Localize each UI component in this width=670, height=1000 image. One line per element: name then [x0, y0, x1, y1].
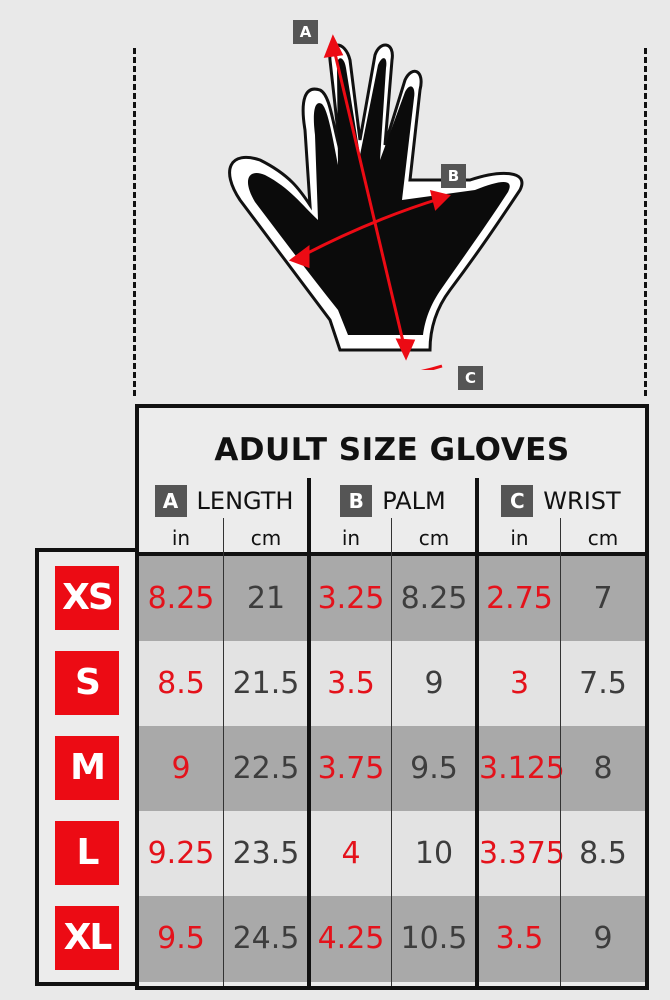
inch-value: 9	[171, 751, 191, 786]
group-letter: C	[501, 485, 534, 517]
group-wrist: C WRIST	[477, 484, 645, 518]
table-title: ADULT SIZE GLOVES	[214, 432, 570, 468]
size-column: XS S M L XL	[35, 548, 135, 986]
inch-value: 3.75	[317, 751, 385, 786]
cm-value: 8	[593, 751, 613, 786]
group-label: LENGTH	[196, 487, 294, 515]
table-row: 8.25 21 3.25 8.25 2.75 7	[139, 556, 645, 642]
unit-label: in	[510, 526, 529, 550]
cm-value: 7	[593, 581, 613, 616]
divider	[223, 518, 224, 986]
group-letter: B	[340, 485, 373, 517]
size-badge: XS	[55, 566, 119, 630]
header-divider	[139, 552, 645, 556]
inch-value: 8.5	[157, 666, 205, 701]
cm-value: 22.5	[232, 751, 300, 786]
size-table: ADULT SIZE GLOVES A LENGTH B PALM C WRIS…	[135, 404, 649, 990]
left-guide-line	[133, 48, 136, 396]
cm-value: 23.5	[232, 836, 300, 871]
inch-value: 3.5	[327, 666, 375, 701]
divider	[391, 518, 392, 986]
unit-label: cm	[587, 526, 619, 550]
cm-value: 10.5	[400, 921, 468, 956]
inch-value: 3	[509, 666, 530, 701]
group-letter: A	[154, 485, 187, 517]
unit-label: in	[171, 526, 191, 550]
marker-c: C	[458, 366, 483, 390]
group-label: PALM	[382, 487, 446, 515]
hand-silhouette	[247, 58, 510, 335]
inch-value: 2.75	[486, 581, 553, 616]
group-length: A LENGTH	[139, 484, 309, 518]
divider	[475, 478, 479, 986]
cm-value: 21	[246, 581, 286, 616]
inch-value: 9.5	[157, 921, 205, 956]
table-row: 9.5 24.5 4.25 10.5 3.5 9	[139, 896, 645, 982]
inch-value: 3.125	[479, 751, 565, 786]
unit-label: cm	[418, 526, 450, 550]
table-row: 9.25 23.5 4 10 3.375 8.5	[139, 811, 645, 897]
size-badge: M	[55, 736, 119, 800]
unit-label: in	[341, 526, 361, 550]
size-badge: XL	[55, 906, 119, 970]
right-guide-line	[644, 48, 647, 396]
divider	[560, 518, 561, 986]
inch-value: 4	[341, 836, 361, 871]
marker-b: B	[441, 164, 466, 188]
cm-value: 9.5	[410, 751, 458, 786]
divider	[307, 478, 311, 986]
cm-value: 9	[593, 921, 613, 956]
hand-diagram	[228, 34, 524, 370]
cm-value: 7.5	[579, 666, 627, 701]
unit-label: cm	[250, 526, 282, 550]
inch-value: 4.25	[317, 921, 385, 956]
inch-value: 3.25	[317, 581, 385, 616]
group-label: WRIST	[543, 487, 621, 515]
inch-value: 3.5	[495, 921, 544, 956]
table-row: 9 22.5 3.75 9.5 3.125 8	[139, 726, 645, 812]
size-badge: L	[55, 821, 119, 885]
cm-value: 9	[424, 666, 444, 701]
cm-value: 24.5	[232, 921, 300, 956]
group-palm: B PALM	[309, 484, 477, 518]
table-row: 8.5 21.5 3.5 9 3 7.5	[139, 641, 645, 727]
inch-value: 8.25	[147, 581, 215, 616]
marker-a: A	[293, 20, 318, 44]
size-badge: S	[55, 651, 119, 715]
cm-value: 21.5	[232, 666, 300, 701]
cm-value: 8.5	[579, 836, 627, 871]
cm-value: 10	[414, 836, 454, 871]
inch-value: 9.25	[147, 836, 215, 871]
cm-value: 8.25	[400, 581, 468, 616]
inch-value: 3.375	[479, 836, 565, 871]
